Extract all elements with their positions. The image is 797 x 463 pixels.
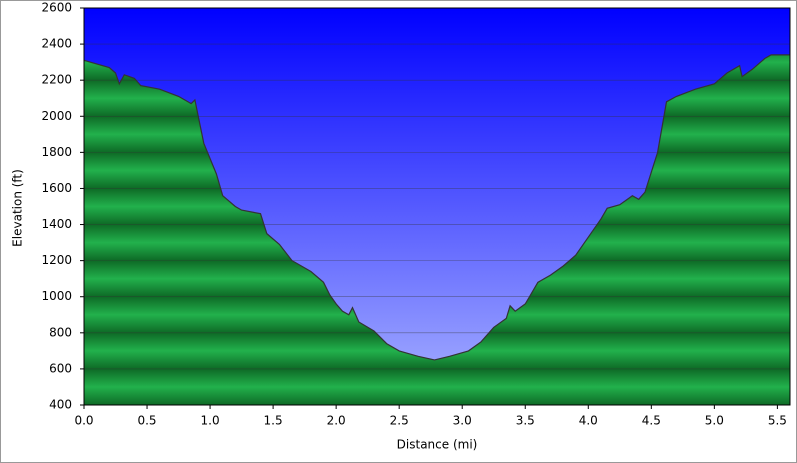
plot-border <box>83 7 791 406</box>
y-tick-label: 2200 <box>41 73 72 87</box>
x-tick-label: 2.5 <box>390 414 409 428</box>
x-axis-title: Distance (mi) <box>397 438 478 452</box>
y-tick-label: 1200 <box>41 253 72 267</box>
elevation-area <box>84 54 790 406</box>
x-tick-label: 1.0 <box>201 414 220 428</box>
y-tick-label: 600 <box>49 361 72 375</box>
y-tick-label: 1800 <box>41 145 72 159</box>
y-tick-label: 2600 <box>41 1 72 15</box>
y-tick-label: 1400 <box>41 217 72 231</box>
y-tick-label: 1600 <box>41 181 72 195</box>
x-tick-label: 2.0 <box>327 414 346 428</box>
x-tick-label: 5.0 <box>705 414 724 428</box>
elevation-line <box>83 54 790 361</box>
x-tick-label: 5.5 <box>768 414 787 428</box>
x-tick-label: 4.5 <box>642 414 661 428</box>
x-tick-label: 1.5 <box>264 414 283 428</box>
y-tick-label: 2000 <box>41 109 72 123</box>
x-tick-label: 3.5 <box>516 414 535 428</box>
x-tick-label: 4.0 <box>579 414 598 428</box>
y-tick-label: 1000 <box>41 289 72 303</box>
y-tick-label: 800 <box>49 325 72 339</box>
x-tick-label: 0.5 <box>137 414 156 428</box>
x-tick-label: 3.0 <box>453 414 472 428</box>
y-axis-title: Elevation (ft) <box>11 169 25 247</box>
y-tick-label: 2400 <box>41 37 72 51</box>
y-tick-label: 400 <box>49 398 72 412</box>
x-tick-label: 0.0 <box>74 414 93 428</box>
